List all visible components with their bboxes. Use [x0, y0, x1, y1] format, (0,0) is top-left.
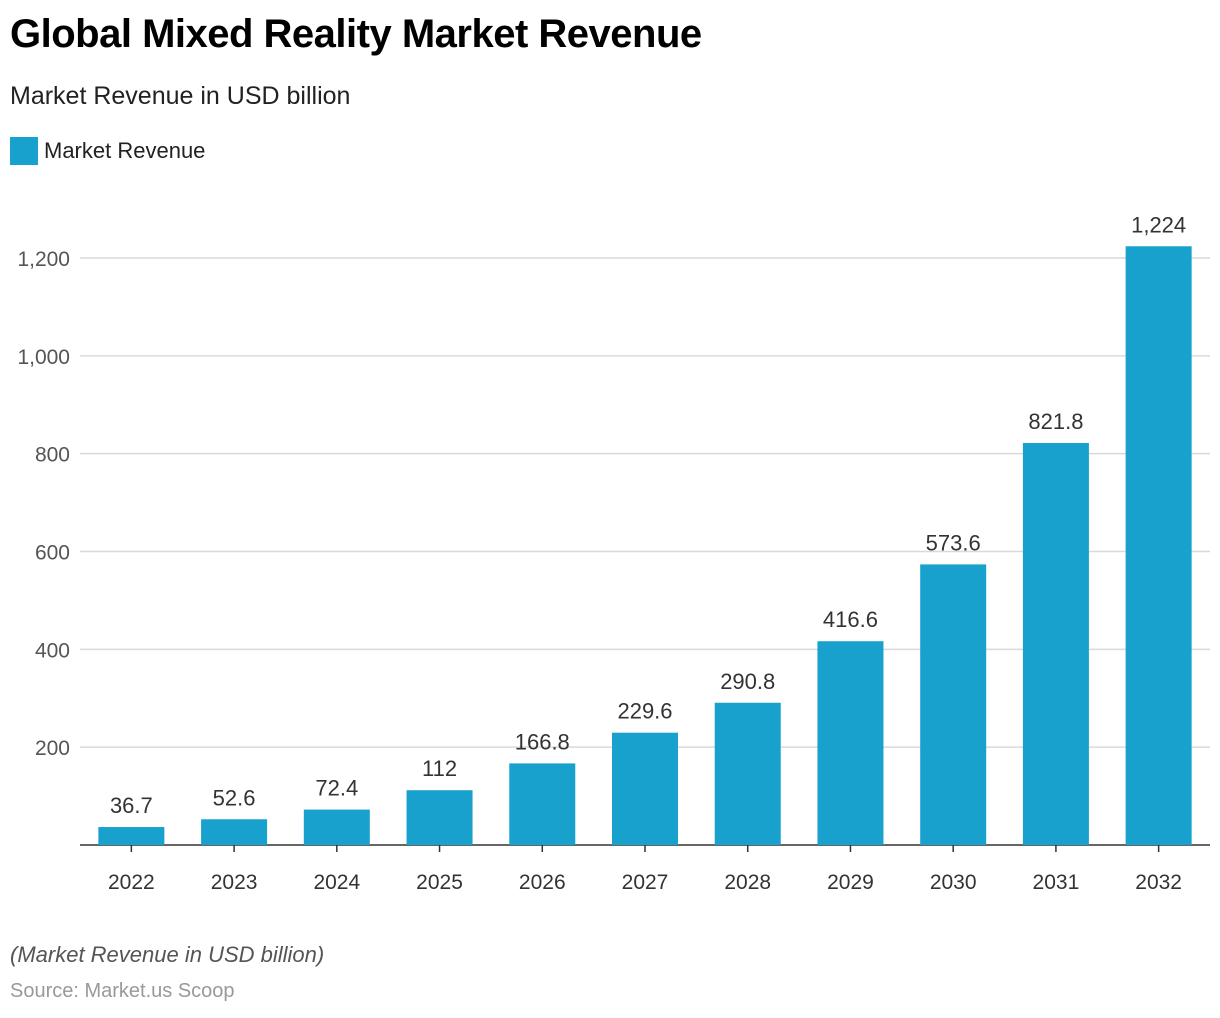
x-tick-label: 2027: [622, 871, 669, 894]
x-tick-label: 2023: [211, 871, 258, 894]
legend-label: Market Revenue: [44, 138, 206, 163]
x-tick-label: 2022: [108, 871, 155, 894]
x-tick-label: 2029: [827, 871, 874, 894]
bar-2022: [98, 827, 165, 845]
data-label: 573.6: [926, 530, 981, 555]
y-tick-label: 800: [35, 444, 70, 467]
bar-2030: [920, 564, 987, 845]
bar-2023: [201, 819, 268, 845]
data-label: 290.8: [720, 669, 775, 694]
bar-2024: [303, 809, 370, 845]
legend-swatch: [10, 137, 38, 165]
x-tick-label: 2024: [313, 871, 360, 894]
x-tick-label: 2028: [724, 871, 771, 894]
data-label: 821.8: [1028, 409, 1083, 434]
data-label: 1,224: [1131, 212, 1186, 237]
data-label: 52.6: [213, 785, 256, 810]
legend: Market Revenue: [10, 137, 205, 165]
bar-2027: [612, 732, 678, 845]
source: Source: Market.us Scoop: [10, 980, 235, 1002]
bar-2029: [817, 641, 884, 845]
bar-2028: [714, 702, 781, 845]
y-tick-label: 200: [35, 737, 70, 760]
data-label: 72.4: [315, 776, 358, 801]
bar-2032: [1125, 246, 1192, 845]
y-tick-label: 600: [35, 542, 70, 565]
x-tick-label: 2031: [1033, 871, 1080, 894]
x-tick-label: 2025: [416, 871, 463, 894]
y-tick-label: 1,000: [17, 346, 70, 369]
footnote: (Market Revenue in USD billion): [10, 942, 325, 967]
bar-2026: [509, 763, 576, 845]
data-label: 36.7: [110, 793, 153, 818]
chart-subtitle: Market Revenue in USD billion: [10, 82, 351, 110]
bar-2025: [406, 790, 473, 845]
data-label: 416.6: [823, 607, 878, 632]
data-label: 166.8: [515, 729, 570, 754]
x-tick-label: 2032: [1135, 871, 1182, 894]
y-tick-label: 1,200: [17, 248, 70, 271]
bar-2031: [1022, 443, 1089, 845]
data-label: 112: [422, 756, 457, 781]
y-tick-label: 400: [35, 639, 70, 662]
x-tick-label: 2030: [930, 871, 977, 894]
chart-title: Global Mixed Reality Market Revenue: [10, 12, 702, 56]
x-tick-label: 2026: [519, 871, 566, 894]
data-label: 229.6: [617, 699, 672, 724]
